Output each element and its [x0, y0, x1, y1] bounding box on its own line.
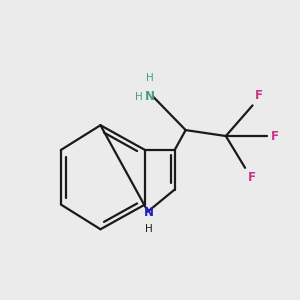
Text: F: F	[270, 130, 278, 142]
Text: F: F	[255, 89, 263, 102]
Text: N: N	[143, 206, 154, 219]
Text: F: F	[248, 171, 256, 184]
Text: N: N	[145, 90, 155, 103]
Text: H: H	[135, 92, 142, 101]
Text: H: H	[145, 224, 152, 234]
Text: H: H	[146, 73, 154, 83]
